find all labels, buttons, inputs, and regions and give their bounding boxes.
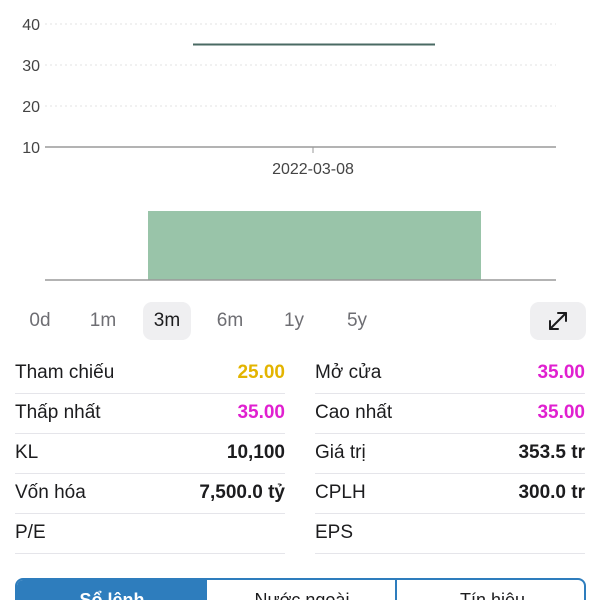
stat-label: Cao nhất [315, 402, 393, 423]
divider [15, 513, 285, 514]
x-tick-label: 2022-03-08 [272, 161, 354, 178]
stat-label: Tham chiếu [15, 362, 115, 383]
y-tick-label: 20 [22, 99, 40, 116]
stat-shares-outstanding: CPLH 300.0 tr [315, 474, 585, 514]
stat-label: KL [15, 442, 39, 463]
period-tab-0d[interactable]: 0d [29, 310, 51, 331]
divider [315, 433, 585, 434]
divider [15, 473, 285, 474]
volume-bar [148, 211, 481, 280]
y-tick-label: 30 [22, 58, 40, 75]
divider [15, 433, 285, 434]
divider [15, 393, 285, 394]
stat-low: Thấp nhất 35.00 [15, 394, 285, 434]
stat-label: EPS [315, 522, 354, 543]
chart-gridlines [45, 23, 556, 107]
tab-signals[interactable]: Tín hiệu [395, 580, 584, 600]
detail-tabs: Sổ lệnh Nước ngoài Tín hiệu [15, 578, 586, 600]
stat-value: 300.0 tr [518, 482, 585, 503]
stat-eps: EPS [315, 514, 585, 554]
stat-market-cap: Vốn hóa 7,500.0 tỷ [15, 474, 285, 514]
tab-order-book[interactable]: Sổ lệnh [17, 580, 207, 600]
stat-value: 35.00 [537, 402, 585, 423]
expand-arrows-icon [549, 312, 567, 330]
expand-chart-button[interactable] [530, 302, 586, 340]
period-selector: 0d 1m 3m 6m 1y 5y [0, 300, 600, 342]
stat-value: 353.5 tr [518, 442, 585, 463]
stat-label: Thấp nhất [15, 402, 101, 423]
stat-turnover: Giá trị 353.5 tr [315, 434, 585, 474]
stat-value: 35.00 [237, 402, 285, 423]
divider [15, 553, 285, 554]
period-tab-1m[interactable]: 1m [89, 310, 117, 331]
stat-high: Cao nhất 35.00 [315, 394, 585, 434]
stat-label: Vốn hóa [15, 482, 86, 503]
y-tick-label: 10 [22, 140, 40, 157]
divider [315, 513, 585, 514]
y-tick-label: 40 [22, 17, 40, 34]
stat-open: Mở cửa 35.00 [315, 354, 585, 394]
stat-reference: Tham chiếu 25.00 [15, 354, 285, 394]
tab-foreign[interactable]: Nước ngoài [205, 580, 397, 600]
stat-label: Giá trị [315, 442, 366, 463]
divider [315, 553, 585, 554]
stat-label: P/E [15, 522, 46, 543]
period-tab-6m[interactable]: 6m [216, 310, 244, 331]
period-tab-5y[interactable]: 5y [346, 310, 368, 331]
stat-value: 7,500.0 tỷ [199, 482, 285, 503]
divider [315, 473, 585, 474]
stat-label: Mở cửa [315, 362, 382, 383]
stat-value: 10,100 [226, 442, 285, 463]
period-tab-1y[interactable]: 1y [283, 310, 305, 331]
stat-pe: P/E [15, 514, 285, 554]
divider [315, 393, 585, 394]
stat-label: CPLH [315, 482, 366, 503]
stat-value: 25.00 [237, 362, 285, 383]
stat-volume: KL 10,100 [15, 434, 285, 474]
volume-series [148, 211, 481, 280]
period-tab-3m[interactable]: 3m [143, 302, 191, 340]
y-axis-tick-labels: 40 30 20 10 [22, 17, 40, 157]
price-chart: 40 30 20 10 2022-03-08 [22, 17, 556, 281]
stat-value: 35.00 [537, 362, 585, 383]
